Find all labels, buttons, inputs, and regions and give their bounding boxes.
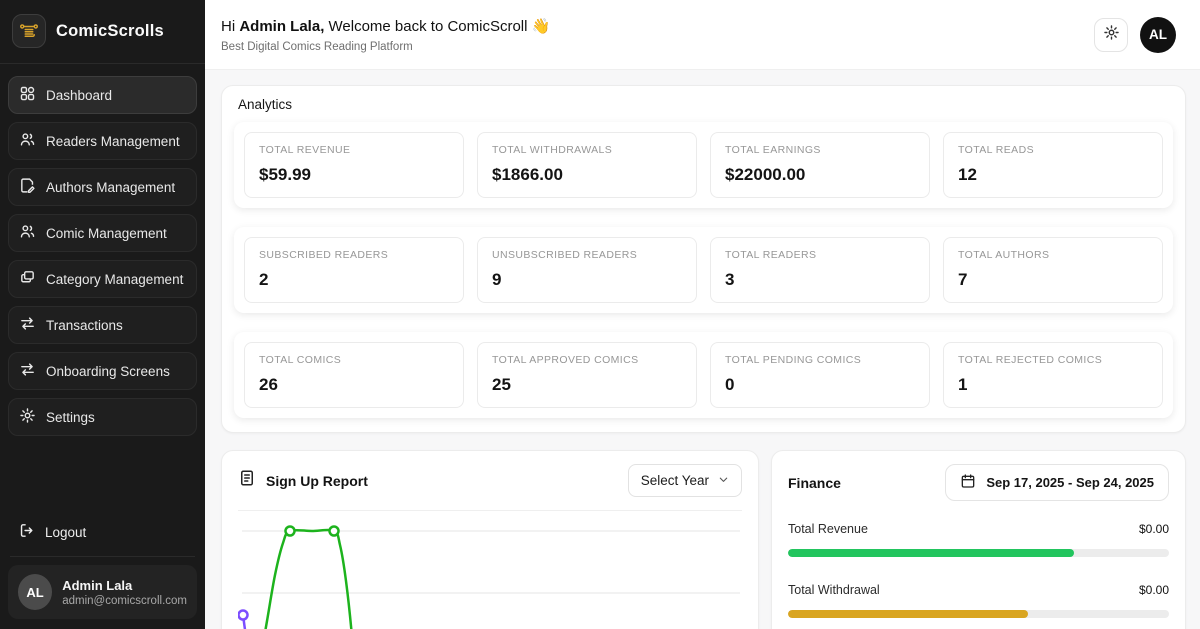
users-icon: [19, 223, 36, 243]
select-year-dropdown[interactable]: Select Year: [627, 464, 742, 497]
sidebar: ComicScrolls Dashboard Readers Managem: [0, 0, 205, 629]
revenue-progress-track: [788, 549, 1169, 557]
sidebar-item-category-management[interactable]: Category Management: [8, 260, 197, 298]
sidebar-item-transactions[interactable]: Transactions: [8, 306, 197, 344]
sidebar-item-label: Onboarding Screens: [46, 363, 170, 379]
calendar-icon: [960, 473, 976, 492]
gear-icon: [19, 407, 36, 427]
brand-header: ComicScrolls: [0, 0, 205, 64]
stat-card-total-earnings: TOTAL EARNINGS $22000.00: [710, 132, 930, 198]
greeting-text: Hi Admin Lala, Welcome back to ComicScro…: [221, 17, 551, 35]
stat-row: TOTAL REVENUE $59.99 TOTAL WITHDRAWALS $…: [234, 122, 1173, 208]
finance-title: Finance: [788, 474, 841, 491]
withdrawal-progress-fill: [788, 610, 1029, 618]
sidebar-item-label: Settings: [46, 409, 95, 425]
profile-avatar[interactable]: AL: [1140, 16, 1176, 53]
greeting-admin-name: Admin Lala,: [239, 17, 325, 35]
sidebar-item-label: Dashboard: [46, 87, 113, 103]
user-name: Admin Lala: [62, 577, 133, 593]
finance-section: Finance Sep 17, 2025 - Sep 24, 2025: [771, 450, 1186, 629]
withdrawal-progress-track: [788, 610, 1169, 618]
finance-row-total-withdrawal: Total Withdrawal $0.00: [772, 575, 1185, 618]
sidebar-item-label: Readers Management: [46, 133, 180, 149]
sidebar-item-comic-management[interactable]: Comic Management: [8, 214, 197, 252]
stat-card-total-pending-comics: TOTAL PENDING COMICS 0: [710, 342, 930, 408]
stat-card-unsubscribed-readers: UNSUBSCRIBED READERS 9: [477, 237, 697, 303]
sidebar-item-readers-management[interactable]: Readers Management: [8, 122, 197, 160]
file-pen-icon: [19, 177, 36, 197]
stat-card-total-comics: TOTAL COMICS 26: [244, 342, 464, 408]
stat-card-total-reads: TOTAL READS 12: [943, 132, 1163, 198]
stat-row: SUBSCRIBED READERS 2 UNSUBSCRIBED READER…: [234, 227, 1173, 313]
sidebar-user-card[interactable]: AL Admin Lala admin@comicscroll.com: [8, 565, 197, 619]
sidebar-item-dashboard[interactable]: Dashboard: [8, 76, 197, 114]
sidebar-item-onboarding-screens[interactable]: Onboarding Screens: [8, 352, 197, 390]
brand-logo-icon: [12, 14, 46, 48]
sidebar-item-label: Authors Management: [46, 179, 176, 195]
brand-name: ComicScrolls: [56, 21, 164, 40]
topbar: Hi Admin Lala, Welcome back to ComicScro…: [205, 0, 1200, 70]
divider: [238, 510, 742, 511]
stat-card-total-withdrawals: TOTAL WITHDRAWALS $1866.00: [477, 132, 697, 198]
logout-icon: [18, 522, 35, 542]
sidebar-item-label: Comic Management: [46, 225, 167, 241]
main-area: Hi Admin Lala, Welcome back to ComicScro…: [205, 0, 1200, 629]
logout-button[interactable]: Logout: [0, 512, 205, 556]
finance-row-total-revenue: Total Revenue $0.00: [772, 514, 1185, 557]
user-email: admin@comicscroll.com: [62, 594, 187, 607]
stat-card-total-readers: TOTAL READERS 3: [710, 237, 930, 303]
signup-report-title: Sign Up Report: [266, 472, 368, 489]
logout-label: Logout: [45, 524, 87, 540]
gear-icon: [1103, 24, 1120, 46]
stat-card-total-approved-comics: TOTAL APPROVED COMICS 25: [477, 342, 697, 408]
sidebar-item-label: Transactions: [46, 317, 123, 333]
analytics-title: Analytics: [238, 97, 293, 112]
dashboard-icon: [19, 85, 36, 105]
platform-subtitle: Best Digital Comics Reading Platform: [221, 40, 413, 53]
analytics-section: Analytics TOTAL REVENUE $59.99 TOTAL WIT…: [221, 85, 1186, 433]
report-icon: [238, 469, 256, 492]
stat-card-total-rejected-comics: TOTAL REJECTED COMICS 1: [943, 342, 1163, 408]
sidebar-item-settings[interactable]: Settings: [8, 398, 197, 436]
revenue-progress-fill: [788, 549, 1074, 557]
category-icon: [19, 269, 36, 289]
avatar: AL: [18, 574, 53, 610]
date-range-picker[interactable]: Sep 17, 2025 - Sep 24, 2025: [945, 464, 1169, 501]
users-icon: [19, 131, 36, 151]
stat-card-total-revenue: TOTAL REVENUE $59.99: [244, 132, 464, 198]
signup-report-section: Sign Up Report Select Year: [221, 450, 759, 629]
arrows-swap-icon: [19, 315, 36, 335]
sidebar-nav: Dashboard Readers Management Authors Man…: [0, 64, 205, 512]
wave-emoji: 👋: [531, 17, 551, 35]
sidebar-divider: [10, 556, 195, 557]
signup-line-chart: [237, 525, 740, 629]
stat-row: TOTAL COMICS 26 TOTAL APPROVED COMICS 25…: [234, 332, 1173, 418]
content: Analytics TOTAL REVENUE $59.99 TOTAL WIT…: [205, 70, 1200, 629]
sidebar-item-label: Category Management: [46, 271, 184, 287]
chevron-down-icon: [718, 473, 729, 488]
sidebar-item-authors-management[interactable]: Authors Management: [8, 168, 197, 206]
stat-card-total-authors: TOTAL AUTHORS 7: [943, 237, 1163, 303]
settings-button[interactable]: [1094, 17, 1128, 52]
stat-card-subscribed-readers: SUBSCRIBED READERS 2: [244, 237, 464, 303]
arrows-swap-icon: [19, 361, 36, 381]
